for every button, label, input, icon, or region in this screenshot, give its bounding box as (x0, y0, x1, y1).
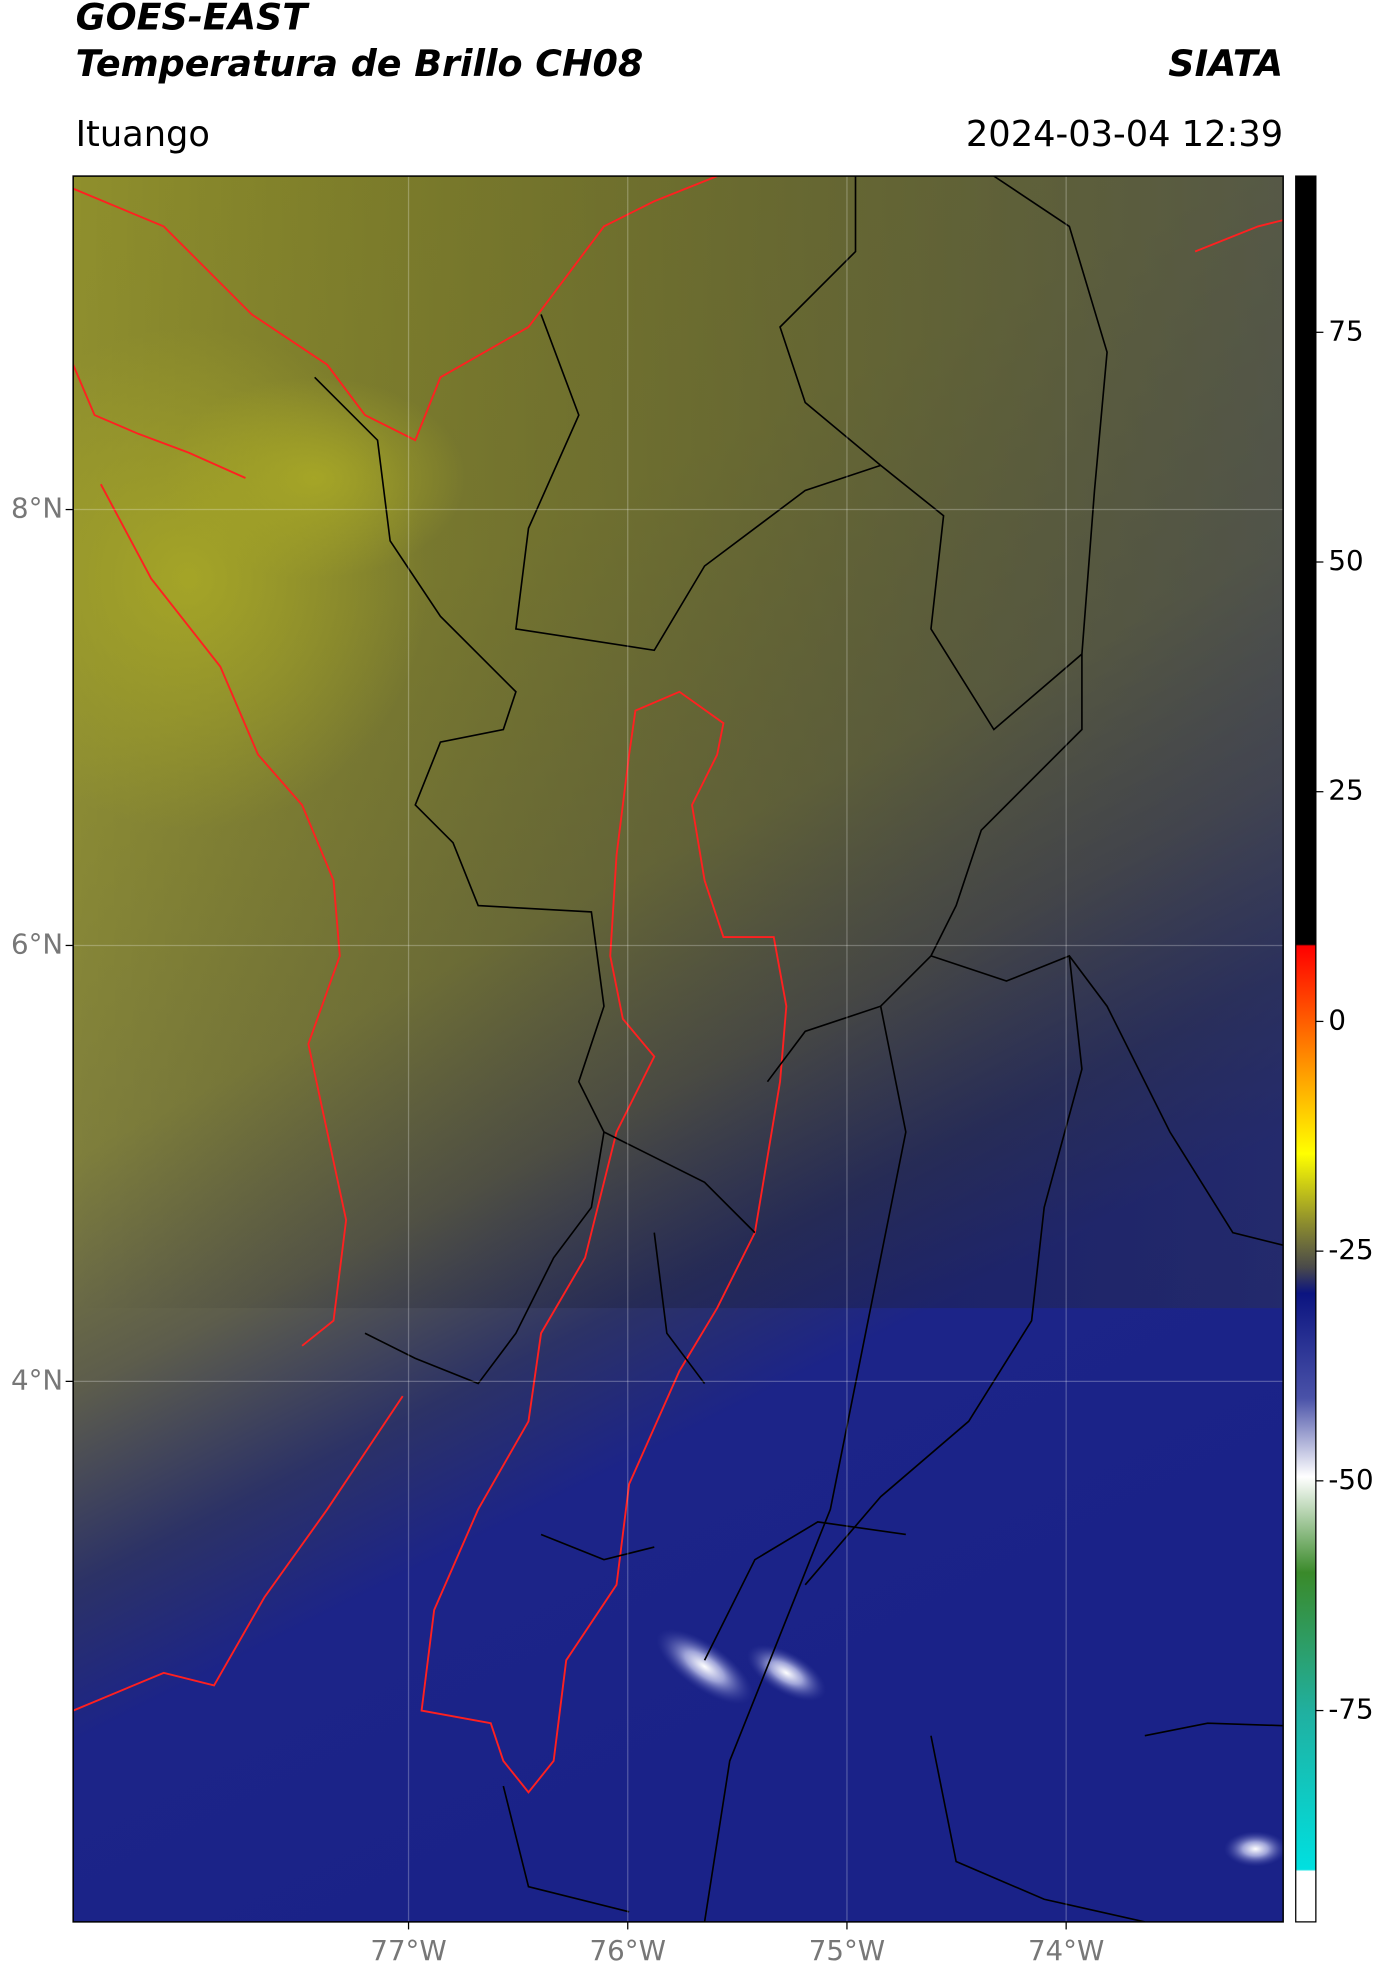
lon-tick-label: 77°W (370, 1934, 446, 1967)
lat-tick-label: 8°N (11, 492, 63, 525)
colorbar-tick-label: 25 (1328, 774, 1363, 807)
map-frame (72, 175, 1284, 1923)
colorbar-ticks: 75 50 25 0 -25 -50 -75 (1315, 314, 1374, 1726)
lon-tick-label: 76°W (590, 1934, 666, 1967)
colorbar-tick-label: 75 (1328, 314, 1363, 347)
organization: SIATA (1168, 42, 1283, 85)
colorbar-tick-label: -75 (1328, 1693, 1373, 1726)
colorbar-tick-label: -25 (1328, 1233, 1373, 1266)
colorbar-tick-label: -50 (1328, 1463, 1373, 1496)
lon-tick-label: 75°W (809, 1934, 885, 1967)
colorbar-tick-label: 50 (1328, 544, 1363, 577)
map-imagery (73, 176, 1284, 1922)
lat-tick-label: 4°N (11, 1363, 63, 1396)
map-grid: 8°N 6°N 4°N 77°W 76°W 75°W 74°W (11, 176, 1284, 1967)
colorbar (1295, 175, 1317, 1923)
lon-tick-label: 74°W (1028, 1934, 1104, 1967)
lat-tick-label: 6°N (11, 927, 63, 960)
subtitle: Temperatura de Brillo CH08 (76, 42, 644, 85)
datetime: 2024-03-04 12:39 (966, 114, 1283, 155)
title: GOES-EAST (76, 0, 311, 38)
region: Ituango (76, 114, 210, 155)
colorbar-tick-label: 0 (1328, 1003, 1346, 1036)
